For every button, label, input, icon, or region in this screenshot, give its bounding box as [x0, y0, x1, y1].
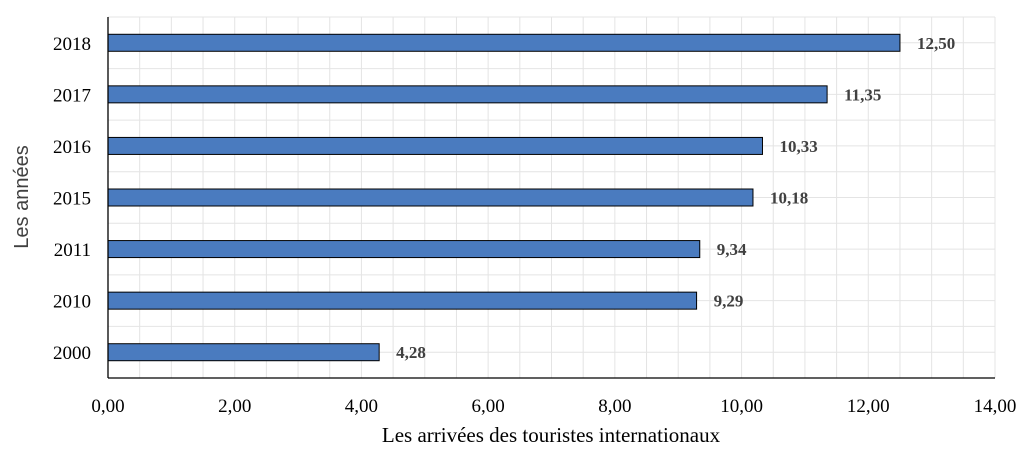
- x-tick-label: 10,00: [720, 396, 763, 417]
- bar-2015: [107, 188, 754, 207]
- x-tick-label: 8,00: [598, 396, 631, 417]
- y-axis-title: Les années: [11, 145, 33, 248]
- x-tick-label: 0,00: [91, 396, 124, 417]
- y-tick-label: 2015: [53, 189, 91, 210]
- x-tick-label: 14,00: [974, 396, 1017, 417]
- x-tick-label: 6,00: [472, 396, 505, 417]
- bar-2010: [107, 291, 698, 310]
- y-tick-label: 2016: [53, 137, 91, 158]
- y-tick-label: 2010: [53, 292, 91, 313]
- axes: [107, 17, 995, 379]
- x-tick-label: 4,00: [345, 396, 378, 417]
- y-tick-label: 2000: [53, 343, 91, 364]
- x-axis-title: Les arrivées des touristes internationau…: [382, 423, 721, 447]
- x-tick-label: 12,00: [847, 396, 890, 417]
- bar-2011: [107, 240, 701, 259]
- tick-labels: 2018 2017 2016 2015 2011 2010 2000 0,00 2,00 4,00…: [53, 34, 1016, 417]
- y-tick-label: 2018: [53, 34, 91, 55]
- data-label-2018: 12,50: [917, 34, 955, 53]
- bar-2016: [107, 136, 763, 155]
- y-tick-label: 2017: [53, 85, 91, 106]
- y-tick-label: 2011: [54, 240, 91, 261]
- data-label-2016: 10,33: [779, 137, 817, 156]
- data-label-2000: 4,28: [396, 343, 426, 362]
- data-label-2010: 9,29: [714, 292, 744, 311]
- data-label-2011: 9,34: [717, 240, 747, 259]
- x-tick-label: 2,00: [218, 396, 251, 417]
- bar-2000: [107, 343, 380, 362]
- bars: 12,50 11,35 10,33 10,18 9,34 9,29 4,28: [107, 33, 955, 362]
- data-label-2017: 11,35: [844, 85, 881, 104]
- bar-2017: [107, 85, 828, 104]
- data-label-2015: 10,18: [770, 189, 808, 208]
- bar-2018: [107, 33, 901, 52]
